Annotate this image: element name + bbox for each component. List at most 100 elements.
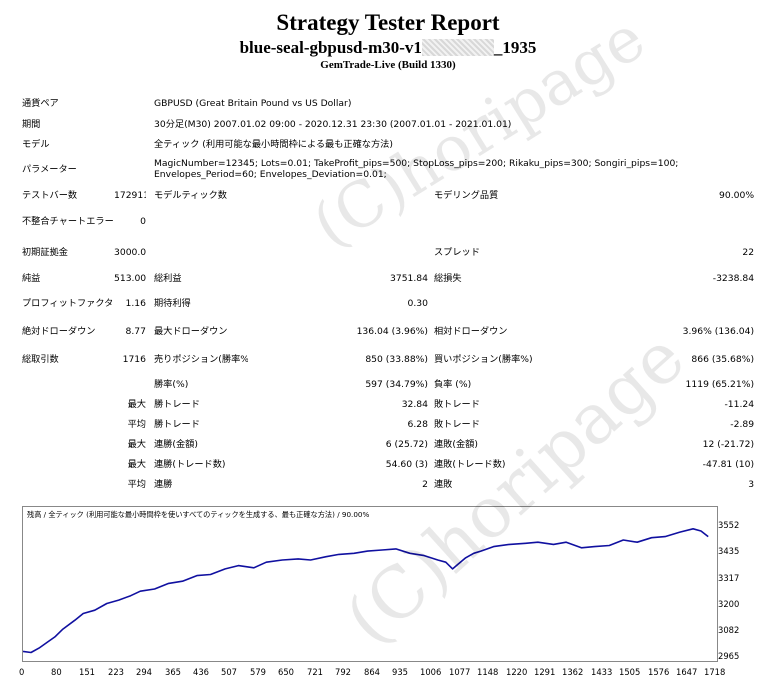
x-tick-label: 80 [51, 667, 62, 677]
bars-value: 172911 [114, 189, 146, 201]
balance-series-line [22, 528, 709, 654]
max-conlossamt-value: -47.81 (10) [702, 458, 755, 470]
reldd-label: 相対ドローダウン [434, 325, 508, 337]
grossloss-label: 総損失 [434, 272, 462, 284]
deposit-value: 3000.00 [114, 246, 146, 258]
x-tick-label: 1006 [420, 667, 442, 677]
ea-name: blue-seal-gbpusd-m30-v1 _1935 [0, 38, 776, 58]
params-value-line2: Envelopes_Period=60; Envelopes_Deviation… [154, 169, 387, 180]
x-tick-label: 1647 [676, 667, 698, 677]
deposit-label: 初期証拠金 [22, 246, 68, 258]
avg-conwins-label: 連勝 [154, 478, 173, 490]
x-tick-label: 721 [307, 667, 323, 677]
y-tick-label: 3435 [718, 546, 740, 556]
expected-value: 0.30 [407, 297, 428, 309]
netprofit-label: 純益 [22, 272, 41, 284]
avg-conloss-label: 連敗 [434, 478, 453, 490]
pf-label: プロフィットファクタ [22, 297, 114, 309]
maxdd-value: 136.04 (3.96%) [356, 325, 428, 337]
avg-loss-value: -2.89 [730, 418, 755, 430]
max-conloss-value: 12 (-21.72) [702, 438, 755, 450]
y-tick-label: 3552 [718, 520, 740, 530]
loss-value: 1119 (65.21%) [685, 378, 755, 390]
y-tick-label: 3082 [718, 625, 740, 635]
x-tick-label: 1148 [477, 667, 499, 677]
report-title: Strategy Tester Report [276, 10, 500, 35]
avg-win-value: 6.28 [407, 418, 428, 430]
avg-loss-label: 敗トレード [434, 418, 480, 430]
max-conprofit-label: 連勝(トレード数) [154, 458, 226, 470]
balance-chart: 残高 / 全ティック (利用可能な最小時間枠を使いすべてのティックを生成する、最… [22, 506, 718, 662]
quality-label: モデリング品質 [434, 189, 499, 201]
mismatch-value: 0 [140, 215, 146, 227]
trades-label: 総取引数 [22, 353, 59, 365]
grossprofit-label: 総利益 [154, 272, 182, 284]
x-tick-label: 223 [108, 667, 124, 677]
short-value: 850 (33.88%) [365, 353, 428, 365]
report-table: 通貨ペア GBPUSD (Great Britain Pound vs US Do… [22, 92, 754, 494]
win-value: 597 (34.79%) [365, 378, 428, 390]
largest-loss-value: -11.24 [724, 398, 755, 410]
model-value: 全ティック (利用可能な最小時間枠による最も正確な方法) [154, 138, 393, 150]
model-label: モデル [22, 138, 50, 150]
pair-value: GBPUSD (Great Britain Pound vs US Dollar… [154, 97, 352, 109]
maxdd-label: 最大ドローダウン [154, 325, 228, 337]
chart-title: 残高 / 全ティック (利用可能な最小時間枠を使いすべてのティックを生成する、最… [27, 510, 369, 519]
long-label: 買いポジション(勝率%) [434, 353, 533, 365]
largest-win-label: 勝トレード [154, 398, 200, 410]
params-label: パラメーター [22, 163, 77, 175]
ea-name-prefix: blue-seal-gbpusd-m30-v1 [239, 38, 422, 57]
largest-loss-label: 敗トレード [434, 398, 480, 410]
x-tick-label: 1433 [591, 667, 613, 677]
x-tick-label: 0 [19, 667, 25, 677]
avg-conloss-value: 3 [748, 478, 755, 490]
absdd-label: 絶対ドローダウン [22, 325, 96, 337]
period-value: 30分足(M30) 2007.01.02 09:00 - 2020.12.31 … [154, 118, 512, 130]
avg-label: 平均 [127, 418, 146, 430]
max-conloss-label: 連敗(金額) [434, 438, 478, 450]
x-tick-label: 1220 [506, 667, 528, 677]
ea-name-suffix: _1935 [493, 38, 537, 57]
x-tick-label: 436 [193, 667, 209, 677]
y-tick-label: 2965 [718, 651, 740, 661]
netprofit-value: 513.00 [114, 272, 146, 284]
max-conwins-value: 6 (25.72) [385, 438, 428, 450]
x-tick-label: 1718 [704, 667, 726, 677]
spread-value: 22 [742, 246, 755, 258]
balance-chart-svg: 残高 / 全ティック (利用可能な最小時間枠を使いすべてのティックを生成する、最… [22, 510, 709, 654]
max-conwins-label: 連勝(金額) [154, 438, 198, 450]
x-tick-label: 864 [364, 667, 380, 677]
x-tick-label: 579 [250, 667, 266, 677]
x-tick-label: 935 [392, 667, 408, 677]
long-value: 866 (35.68%) [691, 353, 755, 365]
pf-value: 1.16 [125, 297, 146, 309]
max-conprofit-value: 54.60 (3) [385, 458, 428, 470]
trades-value: 1716 [122, 353, 146, 365]
x-tick-label: 1077 [449, 667, 471, 677]
bars-label: テストバー数 [22, 189, 78, 201]
short-label: 売りポジション(勝率%) [154, 353, 248, 365]
period-label: 期間 [22, 118, 41, 130]
x-tick-label: 1505 [619, 667, 641, 677]
x-tick-label: 365 [165, 667, 181, 677]
spread-label: スプレッド [434, 246, 480, 258]
mismatch-label: 不整合チャートエラー [22, 215, 114, 227]
x-tick-label: 792 [335, 667, 351, 677]
x-tick-label: 650 [278, 667, 294, 677]
x-tick-label: 1576 [648, 667, 670, 677]
pair-label: 通貨ペア [22, 97, 59, 109]
max-conlossamt-label: 連敗(トレード数) [434, 458, 506, 470]
build-info: GemTrade-Live (Build 1330) [320, 59, 456, 71]
y-tick-label: 3317 [718, 573, 740, 583]
quality-value: 90.00% [719, 189, 755, 201]
avg-conwins-value: 2 [422, 478, 428, 490]
expected-label: 期待利得 [154, 297, 191, 309]
avg-win-label: 勝トレード [154, 418, 200, 430]
y-tick-label: 3200 [718, 599, 740, 609]
absdd-value: 8.77 [125, 325, 146, 337]
x-tick-label: 507 [221, 667, 237, 677]
reldd-value: 3.96% (136.04) [682, 325, 755, 337]
max-label: 最大 [127, 458, 146, 470]
x-tick-label: 151 [79, 667, 95, 677]
loss-label: 負率 (%) [434, 378, 472, 390]
